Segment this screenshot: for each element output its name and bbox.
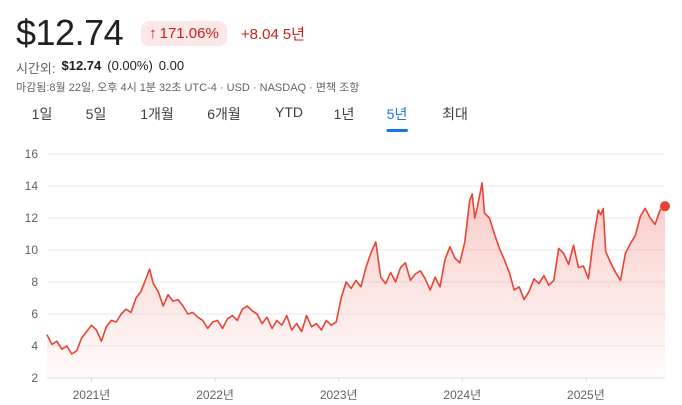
y-tick-label: 12: [25, 211, 39, 225]
current-price-marker: [660, 201, 670, 212]
y-tick-label: 2: [31, 371, 38, 385]
tab-max[interactable]: 최대: [442, 106, 468, 122]
up-arrow-icon: ↑: [149, 24, 157, 42]
absolute-change: +8.04 5년: [237, 23, 305, 44]
y-tick-label: 4: [31, 339, 38, 353]
tab-1y[interactable]: 1년: [333, 106, 355, 122]
x-tick-label: 2023년: [320, 388, 358, 402]
after-hours-row: 시간외: $12.74 (0.00%) 0.00: [16, 58, 184, 77]
after-hours-change: 0.00: [158, 58, 185, 73]
tab-5y[interactable]: 5년: [386, 104, 408, 132]
y-tick-label: 14: [25, 179, 39, 193]
current-price: $12.74: [16, 12, 124, 53]
after-hours-price: $12.74: [61, 58, 102, 73]
change-period: 5년: [282, 25, 305, 43]
y-tick-label: 10: [25, 243, 39, 257]
tab-6m[interactable]: 6개월: [207, 106, 241, 122]
time-range-tabs: 1일 5일 1개월 6개월 YTD 1년 5년 최대: [0, 104, 682, 132]
percent-change-badge: ↑ 171.06%: [141, 20, 227, 46]
x-tick-label: 2021년: [73, 388, 111, 402]
price-chart[interactable]: 2 4 6 8 10 12 14 16 2021년 2022년 2023년 2024년 2025년: [0, 140, 682, 405]
x-tick-label: 2024년: [443, 388, 481, 402]
after-hours-pct: (0.00%): [107, 58, 153, 73]
tab-5d[interactable]: 5일: [85, 106, 107, 122]
tab-1d[interactable]: 1일: [31, 106, 53, 122]
price-row: $12.74 ↑ 171.06% +8.04 5년: [16, 12, 305, 54]
price-line: [46, 182, 666, 355]
x-tick-label: 2025년: [567, 388, 605, 402]
y-tick-label: 16: [25, 147, 39, 161]
absolute-change-value: +8.04: [240, 25, 279, 43]
x-tick-label: 2022년: [196, 388, 234, 402]
y-tick-label: 6: [31, 307, 38, 321]
percent-change: 171.06%: [159, 24, 219, 42]
tab-ytd[interactable]: YTD: [275, 104, 303, 120]
y-tick-label: 8: [31, 275, 38, 289]
tab-1m[interactable]: 1개월: [140, 106, 174, 122]
market-status-info: 마감됨:8월 22일, 오후 4시 1분 32초 UTC-4 · USD · N…: [16, 82, 360, 94]
after-hours-label: 시간외:: [16, 61, 56, 76]
